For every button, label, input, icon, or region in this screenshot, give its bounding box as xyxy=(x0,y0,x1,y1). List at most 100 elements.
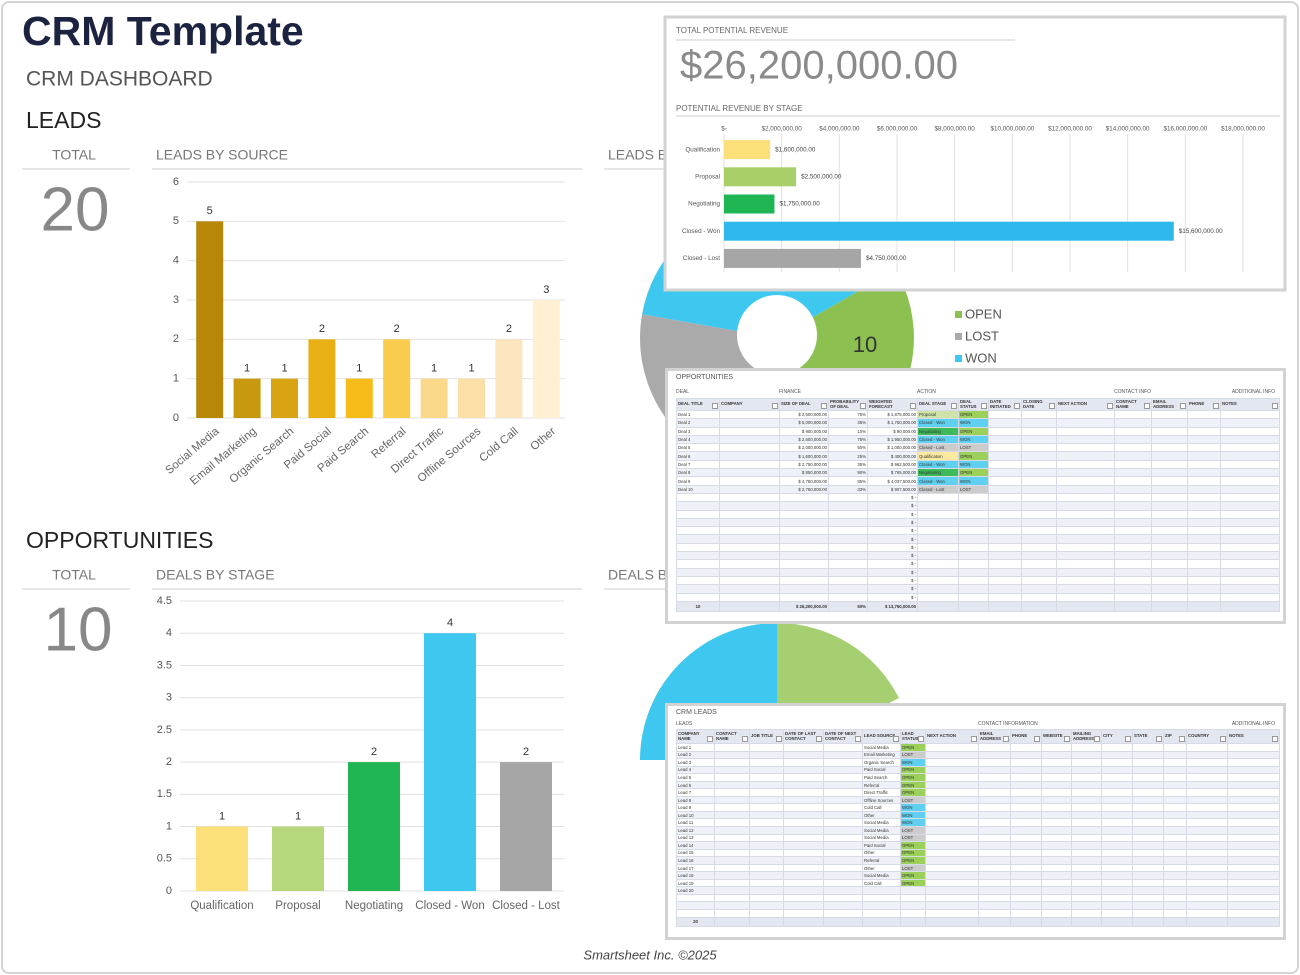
table-cell xyxy=(1220,501,1280,511)
table-row: $ - xyxy=(676,584,1280,594)
table-cell xyxy=(823,826,863,835)
table-cell xyxy=(1163,810,1187,820)
table-cell: LOST xyxy=(900,795,926,805)
filter-button[interactable] xyxy=(1272,403,1278,409)
table-cell xyxy=(978,871,1011,880)
table-cell: Paid Search xyxy=(862,773,901,782)
filter-button[interactable] xyxy=(1220,736,1226,742)
table-cell xyxy=(1041,878,1072,888)
x-tick-label: $2,000,000.00 xyxy=(762,126,803,133)
table-cell xyxy=(1187,575,1221,586)
table-cell: Offline Sources xyxy=(862,795,901,805)
filter-button[interactable] xyxy=(1272,736,1278,742)
table-cell xyxy=(900,901,926,911)
table-cell xyxy=(676,526,720,536)
table-cell xyxy=(1151,584,1188,594)
filter-button[interactable] xyxy=(1125,736,1131,742)
filter-button[interactable] xyxy=(707,736,713,742)
table-cell xyxy=(1021,418,1057,428)
table-cell xyxy=(988,476,1022,486)
table-cell xyxy=(1151,418,1188,428)
filter-button[interactable] xyxy=(1049,403,1055,409)
filter-button[interactable] xyxy=(1213,403,1219,409)
total-label: TOTAL xyxy=(52,567,96,583)
table-cell: Email Marketing xyxy=(862,750,901,760)
filter-button[interactable] xyxy=(816,736,822,742)
x-tick-label: $16,000,000.00 xyxy=(1163,126,1207,133)
table-cell xyxy=(1101,893,1133,903)
table-cell xyxy=(1227,750,1280,760)
table-cell: OPEN xyxy=(900,773,926,782)
table-cell xyxy=(719,451,780,461)
table-cell xyxy=(988,592,1022,602)
table-cell xyxy=(783,773,824,782)
table-cell: Lead 12 xyxy=(676,826,715,835)
filter-button[interactable] xyxy=(1179,736,1185,742)
table-cell xyxy=(719,509,780,519)
table-cell: OPEN xyxy=(900,780,926,790)
group-header: ADDITIONAL INFO xyxy=(1231,389,1275,395)
filter-button[interactable] xyxy=(821,403,827,409)
filter-button[interactable] xyxy=(1144,403,1150,409)
table-cell xyxy=(1186,863,1228,873)
table-cell xyxy=(719,434,780,445)
table-cell xyxy=(862,893,901,903)
filter-button[interactable] xyxy=(981,403,987,409)
table-cell xyxy=(779,501,829,511)
filter-button[interactable] xyxy=(918,736,924,742)
filter-button[interactable] xyxy=(951,403,957,409)
table-cell xyxy=(828,559,868,569)
table-cell: Lead 1 xyxy=(676,743,715,752)
column-header: SIZE OF DEAL xyxy=(779,398,829,411)
deals-chart: 0 0.5 1 1.5 2 2.5 3 3.5 4 4.5 1 Qualification 1 Propo… xyxy=(157,595,564,912)
table-cell xyxy=(1163,871,1187,880)
filter-button[interactable] xyxy=(1180,403,1186,409)
table-cell xyxy=(779,517,829,528)
group-header: LEADS xyxy=(676,721,693,727)
table-cell xyxy=(719,484,780,494)
filter-button[interactable] xyxy=(910,403,916,409)
table-cell xyxy=(676,592,720,602)
filter-button[interactable] xyxy=(855,736,861,742)
filter-button[interactable] xyxy=(772,403,778,409)
table-cell: Lead 10 xyxy=(676,810,715,820)
table-row: Lead 18 Social Media OPEN xyxy=(676,871,1280,880)
table-cell xyxy=(719,575,780,586)
x-tick-label: $4,000,000.00 xyxy=(819,126,860,133)
table-cell xyxy=(749,901,784,911)
filter-button[interactable] xyxy=(1003,736,1009,742)
table-cell xyxy=(1101,780,1133,790)
filter-button[interactable] xyxy=(1094,736,1100,742)
total-value: 10 xyxy=(44,595,113,664)
filter-button[interactable] xyxy=(776,736,782,742)
table-cell xyxy=(783,848,824,858)
filter-button[interactable] xyxy=(860,403,866,409)
table-row: $ - xyxy=(676,509,1280,519)
table-cell xyxy=(676,584,720,594)
table-cell xyxy=(925,848,979,858)
table-cell: WON xyxy=(958,434,989,445)
y-tick-label: 3.5 xyxy=(157,659,172,671)
table-cell xyxy=(1114,509,1152,519)
filter-button[interactable] xyxy=(1156,736,1162,742)
table-cell xyxy=(988,559,1022,569)
table-cell xyxy=(749,765,784,775)
filter-button[interactable] xyxy=(1014,403,1020,409)
filter-button[interactable] xyxy=(1107,403,1113,409)
filter-button[interactable] xyxy=(1034,736,1040,742)
table-cell xyxy=(1132,810,1164,820)
table-cell xyxy=(1187,509,1221,519)
table-cell xyxy=(1101,795,1133,805)
bar xyxy=(495,339,523,418)
legend-swatch xyxy=(955,311,962,318)
filter-button[interactable] xyxy=(712,403,718,409)
filter-button[interactable] xyxy=(893,736,899,742)
filter-button[interactable] xyxy=(742,736,748,742)
table-cell xyxy=(1163,818,1187,827)
filter-button[interactable] xyxy=(971,736,977,742)
filter-button[interactable] xyxy=(1064,736,1070,742)
column-header: NOTES xyxy=(1220,398,1280,411)
table-cell xyxy=(917,542,959,553)
table-row: Lead 7 Direct Traffic OPEN xyxy=(676,788,1280,797)
table-cell xyxy=(828,542,868,553)
